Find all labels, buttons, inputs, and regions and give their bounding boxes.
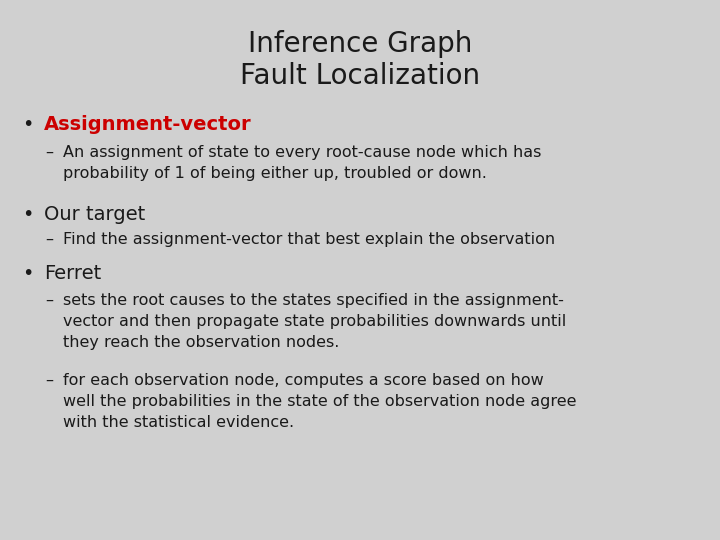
Text: •: • [22, 205, 33, 224]
Text: Ferret: Ferret [44, 264, 102, 283]
Text: –: – [45, 373, 53, 388]
Text: sets the root causes to the states specified in the assignment-
vector and then : sets the root causes to the states speci… [63, 293, 566, 350]
Text: Assignment-vector: Assignment-vector [44, 115, 251, 134]
Text: Inference Graph: Inference Graph [248, 30, 472, 58]
Text: for each observation node, computes a score based on how
well the probabilities : for each observation node, computes a sc… [63, 373, 577, 430]
Text: –: – [45, 232, 53, 247]
Text: •: • [22, 115, 33, 134]
Text: –: – [45, 145, 53, 160]
Text: An assignment of state to every root-cause node which has
probability of 1 of be: An assignment of state to every root-cau… [63, 145, 541, 181]
Text: Our target: Our target [44, 205, 145, 224]
Text: •: • [22, 264, 33, 283]
Text: Find the assignment-vector that best explain the observation: Find the assignment-vector that best exp… [63, 232, 555, 247]
Text: –: – [45, 293, 53, 308]
Text: Fault Localization: Fault Localization [240, 62, 480, 90]
